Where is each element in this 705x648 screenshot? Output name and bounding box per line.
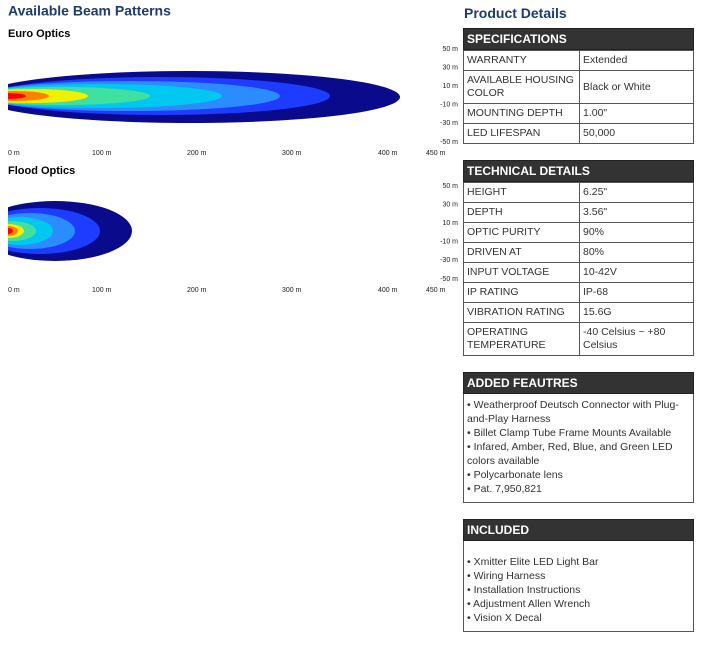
- y-axis-label: 30 m: [442, 64, 458, 71]
- table-row: DRIVEN AT 80%: [463, 242, 694, 263]
- table-row: OPTIC PURITY 90%: [463, 222, 694, 243]
- section: SPECIFICATIONS WARRANTY Extended AVAILABLE …: [463, 28, 694, 144]
- item-list: • Weatherproof Deutsch Connector with Pl…: [463, 394, 694, 503]
- section-heading: INCLUDED: [463, 519, 694, 541]
- list-item: • Adjustment Allen Wrench: [467, 598, 591, 610]
- list-item: • Infared, Amber, Red, Blue, and Green L…: [467, 441, 673, 467]
- row-value: -40 Celsius ~ +80 Celsius: [579, 322, 694, 356]
- table-row: MOUNTING DEPTH 1.00": [463, 103, 694, 124]
- x-axis-label: 400 m: [378, 287, 398, 294]
- row-value: 10-42V: [579, 262, 694, 283]
- x-axis-label: 450 m: [426, 287, 446, 294]
- table-row: AVAILABLE HOUSING COLOR Black or White: [463, 70, 694, 104]
- row-key: AVAILABLE HOUSING COLOR: [463, 70, 580, 104]
- row-key: MOUNTING DEPTH: [463, 103, 580, 124]
- section-heading: SPECIFICATIONS: [463, 28, 694, 50]
- y-axis-label: 50 m: [442, 46, 458, 53]
- table-row: WARRANTY Extended: [463, 50, 694, 71]
- table-row: VIBRATION RATING 15.6G: [463, 302, 694, 323]
- x-axis-label: 450 m: [426, 150, 446, 157]
- y-axis-label: -50 m: [440, 276, 458, 283]
- row-value: 50,000: [579, 123, 694, 144]
- table-row: IP RATING IP-68: [463, 282, 694, 303]
- y-axis-label: -10 m: [440, 239, 458, 246]
- row-key: HEIGHT: [463, 182, 580, 203]
- row-value: IP-68: [579, 282, 694, 303]
- row-value: 15.6G: [579, 302, 694, 323]
- section-heading: ADDED FEAUTRES: [463, 372, 694, 394]
- table-row: HEIGHT 6.25": [463, 182, 694, 203]
- y-axis-label: -30 m: [440, 120, 458, 127]
- row-key: VIBRATION RATING: [463, 302, 580, 323]
- section: INCLUDED • Xmitter Elite LED Light Bar • W…: [463, 519, 694, 632]
- y-axis-label: -10 m: [440, 102, 458, 109]
- section: TECHNICAL DETAILS HEIGHT 6.25" DEPTH 3.56" OP…: [463, 160, 694, 356]
- section-heading: TECHNICAL DETAILS: [463, 160, 694, 182]
- x-axis-label: 0 m: [8, 287, 20, 294]
- y-axis-label: -50 m: [440, 139, 458, 146]
- x-axis-label: 400 m: [378, 150, 398, 157]
- row-value: 1.00": [579, 103, 694, 124]
- details-title: Product Details: [464, 5, 567, 21]
- row-key: DEPTH: [463, 202, 580, 223]
- item-list: • Xmitter Elite LED Light Bar • Wiring Ha…: [463, 541, 694, 632]
- details-table: HEIGHT 6.25" DEPTH 3.56" OPTIC PURITY 90% DRIV…: [463, 182, 694, 356]
- beams-title: Available Beam Patterns: [8, 3, 171, 19]
- y-axis-label: 10 m: [442, 220, 458, 227]
- row-key: DRIVEN AT: [463, 242, 580, 263]
- euro-beam: [8, 71, 400, 123]
- beam-label: Euro Optics: [8, 28, 70, 40]
- section: ADDED FEAUTRES • Weatherproof Deutsch Con…: [463, 372, 694, 503]
- table-row: INPUT VOLTAGE 10-42V: [463, 262, 694, 283]
- row-value: 90%: [579, 222, 694, 243]
- y-axis-label: 50 m: [442, 183, 458, 190]
- list-item: • Billet Clamp Tube Frame Mounts Availab…: [467, 427, 672, 439]
- list-item: • Xmitter Elite LED Light Bar: [467, 556, 599, 568]
- row-key: WARRANTY: [463, 50, 580, 71]
- list-item: • Polycarbonate lens: [467, 469, 563, 481]
- list-item: • Installation Instructions: [467, 584, 581, 596]
- table-row: LED LIFESPAN 50,000: [463, 123, 694, 144]
- product-details: Product Details SPECIFICATIONS WARRANTY Ex…: [463, 0, 694, 648]
- row-value: Black or White: [579, 70, 694, 104]
- list-item: • Vision X Decal: [467, 612, 542, 624]
- list-item: • Weatherproof Deutsch Connector with Pl…: [467, 399, 679, 425]
- y-axis-label: 10 m: [442, 83, 458, 90]
- x-axis-label: 300 m: [282, 150, 302, 157]
- list-item: • Pat. 7,950,821: [467, 483, 542, 495]
- row-value: 3.56": [579, 202, 694, 223]
- y-axis-label: -30 m: [440, 257, 458, 264]
- row-value: 6.25": [579, 182, 694, 203]
- list-item: • Wiring Harness: [467, 570, 546, 582]
- x-axis-label: 100 m: [92, 287, 112, 294]
- y-axis-label: 30 m: [442, 201, 458, 208]
- table-row: OPERATING TEMPERATURE -40 Celsius ~ +80 C…: [463, 322, 694, 356]
- table-row: DEPTH 3.56": [463, 202, 694, 223]
- row-key: LED LIFESPAN: [463, 123, 580, 144]
- beam-patterns: Available Beam Patterns Euro Optics 50 m 3…: [8, 3, 458, 294]
- row-value: Extended: [579, 50, 694, 71]
- x-axis-label: 0 m: [8, 150, 20, 157]
- x-axis-label: 300 m: [282, 287, 302, 294]
- details-table: WARRANTY Extended AVAILABLE HOUSING COLOR B…: [463, 50, 694, 144]
- beam-label: Flood Optics: [8, 165, 75, 177]
- row-key: IP RATING: [463, 282, 580, 303]
- x-axis-label: 200 m: [187, 287, 207, 294]
- row-key: OPERATING TEMPERATURE: [463, 322, 580, 356]
- flood-beam: [8, 201, 132, 261]
- x-axis-label: 100 m: [92, 150, 112, 157]
- x-axis-label: 200 m: [187, 150, 207, 157]
- row-key: OPTIC PURITY: [463, 222, 580, 243]
- row-value: 80%: [579, 242, 694, 263]
- row-key: INPUT VOLTAGE: [463, 262, 580, 283]
